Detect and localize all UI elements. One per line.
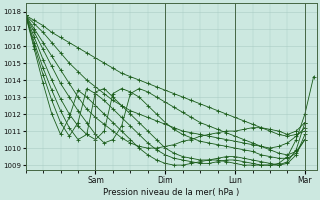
X-axis label: Pression niveau de la mer( hPa ): Pression niveau de la mer( hPa ) — [103, 188, 239, 197]
